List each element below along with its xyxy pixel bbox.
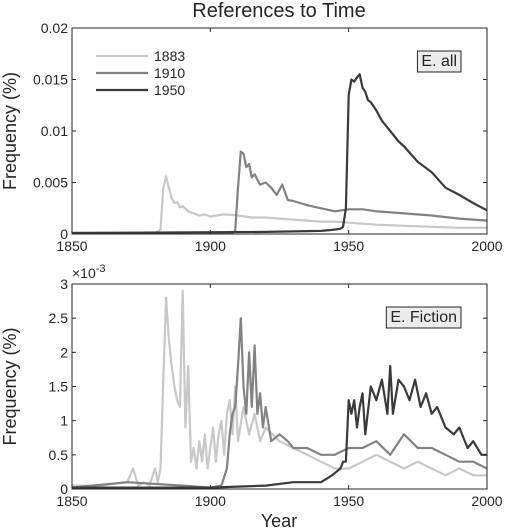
y-tick-label: 3 bbox=[60, 276, 68, 292]
y-tick-label: 0 bbox=[60, 481, 68, 497]
panel-e-all: 1850 1900 1950 2000 0 0.005 0.01 0.015 0.02 Frequ… bbox=[0, 20, 503, 254]
x-tick-label: 1900 bbox=[195, 493, 226, 509]
series-line-1910 bbox=[72, 150, 488, 235]
x-tick-label: 1850 bbox=[56, 238, 87, 254]
panel-label-box bbox=[385, 306, 462, 329]
panel-label: E. all bbox=[421, 53, 457, 70]
y-tick-label: 2.5 bbox=[49, 310, 69, 326]
y-axis-label: Frequency (%) bbox=[0, 327, 20, 445]
series-line-1950 bbox=[71, 73, 488, 235]
legend-label-1950: 1950 bbox=[154, 82, 185, 98]
legend-label-1883: 1883 bbox=[154, 48, 185, 64]
panel-label: E. Fiction bbox=[390, 309, 457, 326]
y-exponent-label: ×10-3 bbox=[72, 263, 106, 281]
y-tick-label: 2 bbox=[60, 344, 68, 360]
y-tick-label: 0.015 bbox=[33, 72, 68, 88]
x-tick-label: 1950 bbox=[333, 238, 364, 254]
x-tick-label: 2000 bbox=[471, 493, 502, 509]
y-tick-label: 1.5 bbox=[49, 379, 69, 395]
exponent-superscript: -3 bbox=[96, 263, 106, 275]
y-tick-label: 0.5 bbox=[49, 447, 69, 463]
y-tick-label: 0 bbox=[60, 226, 68, 242]
x-tick-label: 2000 bbox=[471, 238, 502, 254]
x-tick-label: 1850 bbox=[56, 493, 87, 509]
chart-title: References to Time bbox=[192, 0, 365, 22]
y-axis-label: Frequency (%) bbox=[0, 72, 20, 190]
y-tick-label: 0.01 bbox=[41, 123, 68, 139]
series-line-1883 bbox=[72, 175, 487, 235]
x-tick-label: 1900 bbox=[195, 238, 226, 254]
series-line-1883 bbox=[72, 289, 487, 487]
y-tick-label: 0.005 bbox=[33, 175, 68, 191]
series-line-1950 bbox=[72, 364, 487, 489]
x-axis-label: Year bbox=[261, 511, 297, 531]
x-tick-label: 1950 bbox=[333, 493, 364, 509]
panel-label-box bbox=[416, 50, 462, 73]
panel-e-fiction: 1850 1900 1950 2000 0 0.5 1 1.5 2 2.5 3 Frequency (… bbox=[0, 263, 503, 509]
y-tick-label: 0.02 bbox=[41, 20, 68, 36]
series-line-1910 bbox=[71, 317, 488, 489]
y-tick-label: 1 bbox=[60, 413, 68, 429]
legend-label-1910: 1910 bbox=[154, 65, 185, 81]
